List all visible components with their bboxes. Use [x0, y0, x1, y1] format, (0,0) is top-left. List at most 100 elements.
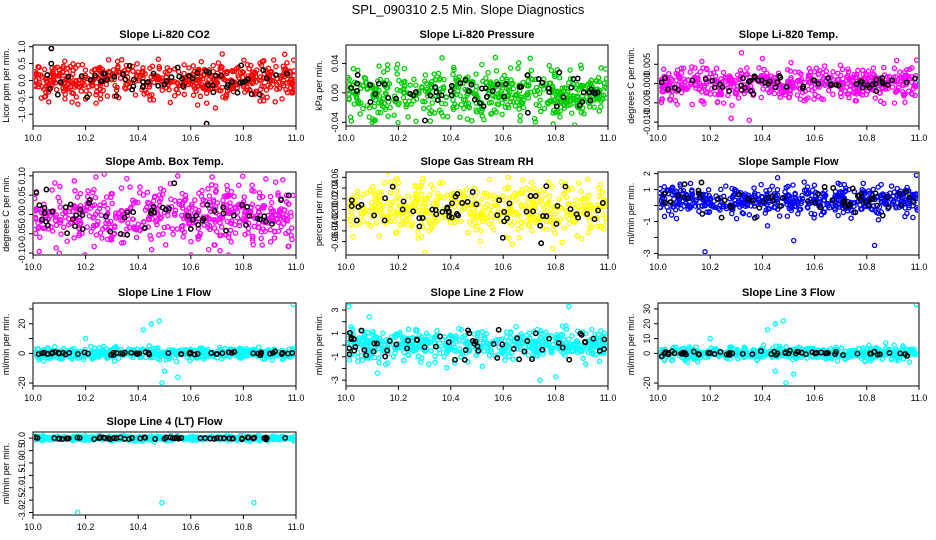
data-point [245, 73, 251, 79]
data-point [542, 191, 549, 198]
data-point [563, 213, 569, 219]
black-data-point [147, 210, 154, 217]
black-data-point [662, 199, 669, 206]
data-point [134, 72, 140, 78]
data-point [709, 85, 715, 92]
data-point [156, 65, 163, 72]
black-data-point [238, 62, 245, 69]
data-point [39, 74, 45, 80]
black-data-point [529, 356, 535, 363]
data-point [562, 180, 569, 187]
data-point [415, 235, 421, 241]
data-point [156, 76, 162, 82]
data-point [405, 193, 411, 199]
x-tick-label: 10.2 [77, 133, 95, 143]
data-point [188, 252, 194, 254]
data-point [559, 85, 565, 91]
data-point [260, 97, 267, 104]
data-point [160, 187, 167, 194]
data-point [877, 192, 884, 199]
data-point [505, 87, 512, 93]
data-point [95, 218, 101, 225]
data-point [420, 105, 427, 112]
data-point [568, 110, 575, 116]
data-point [416, 332, 423, 338]
black-data-point [912, 75, 918, 82]
black-data-point [161, 81, 168, 88]
data-point [457, 218, 464, 224]
black-data-point [659, 79, 665, 86]
data-point [98, 212, 105, 219]
data-point [206, 193, 213, 199]
data-point [97, 353, 103, 359]
data-point [769, 183, 775, 189]
data-point [599, 189, 606, 195]
data-point [549, 245, 556, 252]
black-data-point [404, 345, 411, 352]
data-point [71, 178, 78, 184]
data-point [407, 82, 413, 88]
data-point [703, 65, 710, 72]
data-point [212, 105, 219, 111]
data-point [238, 353, 244, 360]
black-data-point [869, 195, 876, 202]
black-data-point [810, 77, 817, 84]
black-data-point [502, 80, 509, 87]
data-point [799, 196, 806, 202]
data-point [872, 207, 879, 214]
black-data-point [595, 207, 602, 214]
data-point [76, 77, 82, 84]
data-point [732, 186, 738, 193]
data-point [840, 209, 847, 216]
data-point [463, 186, 470, 193]
black-data-point [874, 202, 881, 209]
data-point [89, 68, 95, 75]
points-layer [347, 54, 607, 125]
x-tick-label: 10.0 [337, 393, 355, 403]
data-point [359, 357, 366, 364]
data-point [774, 186, 781, 193]
data-point [347, 357, 353, 363]
data-point [578, 65, 585, 71]
data-point [228, 239, 234, 245]
black-data-point [358, 327, 365, 334]
black-data-point [77, 206, 84, 213]
black-data-point [738, 82, 745, 89]
data-point [429, 224, 435, 231]
data-point [115, 355, 122, 362]
data-point [481, 348, 487, 354]
data-point [49, 70, 55, 76]
data-point [62, 209, 69, 216]
data-point [492, 94, 499, 100]
data-point [843, 77, 850, 83]
data-point [113, 215, 119, 221]
data-point [545, 179, 552, 185]
data-point [283, 230, 289, 237]
panel-title: Slope Line 1 Flow [118, 287, 211, 299]
data-point [431, 71, 437, 77]
data-point [235, 182, 242, 189]
data-point [596, 108, 602, 114]
data-point [399, 219, 406, 226]
data-point [863, 71, 869, 77]
black-data-point [79, 226, 86, 233]
data-point [551, 73, 558, 80]
data-point [533, 84, 540, 91]
black-data-point [499, 234, 506, 241]
data-point [356, 101, 362, 107]
data-point [92, 354, 98, 361]
data-point [64, 86, 70, 93]
data-point [279, 96, 285, 102]
y-tick-label: 0.10 [17, 167, 27, 185]
data-point [556, 91, 563, 98]
data-point [428, 182, 434, 188]
data-point [219, 51, 225, 57]
data-point [403, 101, 410, 108]
data-point [78, 88, 84, 94]
data-point [913, 57, 918, 63]
data-point [488, 223, 495, 230]
data-point [478, 227, 484, 234]
data-point [474, 189, 481, 195]
data-point [483, 331, 490, 337]
